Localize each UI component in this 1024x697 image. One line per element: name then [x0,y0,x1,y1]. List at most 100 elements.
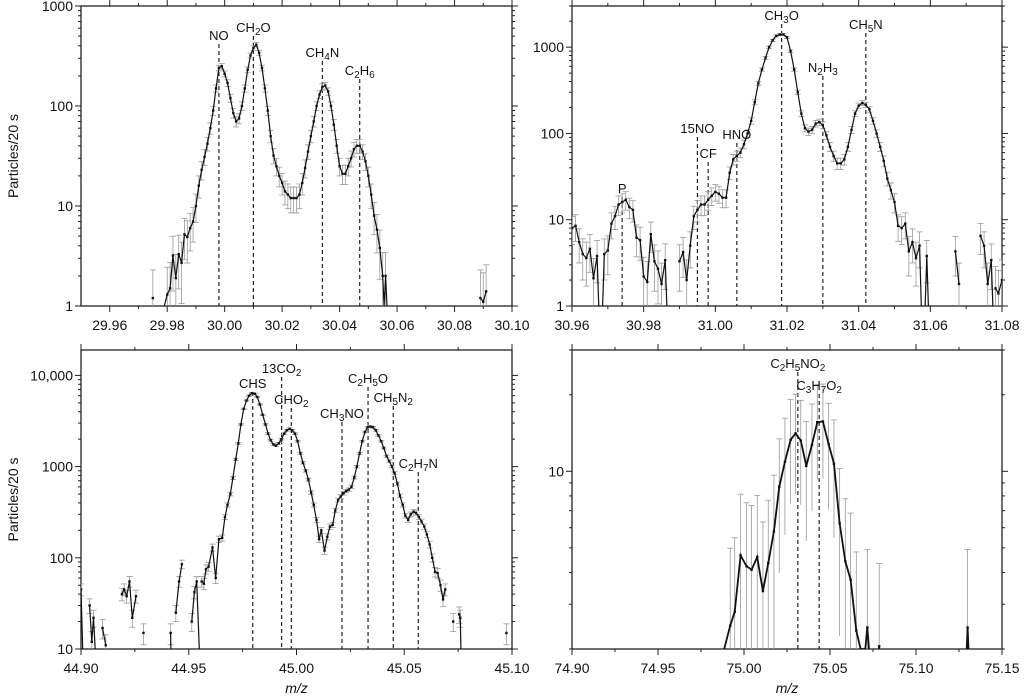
x-tick-label: 75.15 [984,660,1019,676]
data-point [588,247,592,251]
data-point [423,525,426,528]
annotation-label: CHS [239,376,267,391]
data-point [272,443,275,446]
formula-text: P [618,181,627,196]
data-point [237,117,241,120]
data-point [288,427,291,430]
data-point [846,145,850,149]
data-point [128,580,131,583]
data-point [272,154,275,157]
data-point [200,580,203,583]
formula-text: NO [209,28,229,43]
data-point [703,203,706,206]
formula-text: H [823,60,832,75]
data-point [825,134,828,137]
data-point [312,120,315,123]
data-point [303,166,307,170]
data-point [409,513,412,516]
annotation-label: CH3O [764,8,798,26]
data-point [396,482,399,485]
data-point [336,498,340,502]
data-point [190,620,193,623]
data-point [706,198,710,202]
data-point [326,535,329,538]
formula-text: O [378,371,388,386]
data-point [243,87,246,90]
x-tick-label: 30.04 [322,317,357,333]
formula-subscript: 2 [255,27,261,38]
data-point [278,174,281,178]
formula-text: CHO [274,392,303,407]
data-point [717,192,721,195]
data-point [617,203,620,206]
data-point [857,104,860,107]
data-point [382,446,385,450]
data-point [764,56,767,60]
data-point [843,158,846,161]
data-point [177,252,180,256]
x-tick-label: 45.05 [387,660,422,676]
data-point [387,459,391,463]
data-point [372,214,376,217]
data-point [577,240,581,244]
data-point [214,576,217,580]
data-point [234,458,237,461]
formula-subscript: 7 [423,463,429,474]
data-point [166,293,169,296]
data-point [324,84,327,87]
data-point [237,442,240,445]
data-point [482,300,485,304]
data-point [783,460,787,463]
data-point [151,296,155,300]
data-point [789,49,792,53]
data-point [309,491,313,494]
data-point [321,85,324,89]
data-point [761,589,765,593]
data-point [298,193,301,196]
x-tick-label: 74.95 [640,660,675,676]
data-point [131,616,134,619]
x-tick-label: 29.96 [92,317,127,333]
data-point [401,503,404,507]
formula-text: N [873,17,882,32]
data-point [220,536,224,540]
data-point [592,276,595,280]
formula-subscript: 7 [821,385,827,396]
formula-text: O [261,20,271,35]
data-point [807,130,810,133]
data-point [785,36,789,39]
data-point [581,252,584,256]
annotation-label: CH3NO [320,406,364,424]
y-tick-label: 1000 [533,39,564,55]
data-point [226,81,229,85]
data-point [211,546,214,549]
data-line [101,627,107,646]
data-point [202,582,206,585]
annotation-label: CH2O [236,20,270,38]
data-point [954,250,957,253]
formula-text: CH [849,17,868,32]
data-point [574,224,577,228]
formula-text: CH [764,8,783,23]
data-point [678,260,681,263]
data-point [505,631,508,635]
data-point [320,529,323,532]
data-point [88,604,91,607]
data-point [334,509,337,512]
data-point [378,246,382,250]
data-point [782,33,785,36]
data-point [982,244,986,247]
formula-subscript: 2 [296,368,302,379]
data-point [174,611,178,614]
annotation-label: 15NO [680,121,714,136]
data-point [663,258,667,262]
data-point [180,563,184,566]
data-point [805,464,808,468]
data-point [361,439,364,443]
data-point [792,68,796,71]
data-point [458,613,461,616]
data-line [723,420,870,649]
data-point [223,515,227,519]
x-axis-title: m/z [285,680,308,696]
data-point [361,150,364,153]
